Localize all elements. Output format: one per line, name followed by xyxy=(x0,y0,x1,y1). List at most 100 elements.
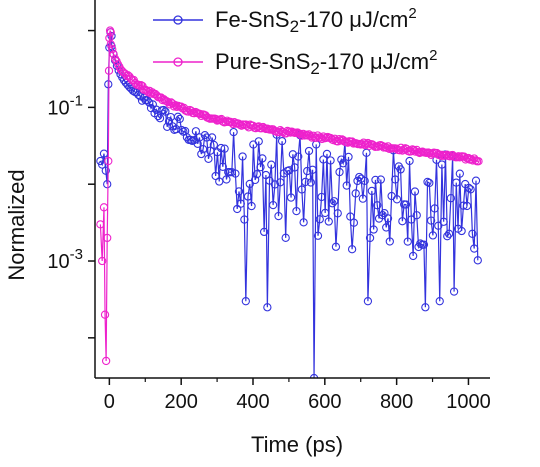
series-0-point xyxy=(236,199,245,208)
series-0-point xyxy=(286,193,296,202)
series-0-point xyxy=(171,125,181,134)
x-tick-label: 800 xyxy=(380,391,413,413)
series-0-point xyxy=(107,31,116,41)
series-0-point xyxy=(333,209,342,218)
series-1-point xyxy=(141,85,150,94)
series-1-point xyxy=(99,203,109,212)
series-0-point xyxy=(313,231,323,240)
series-1-point xyxy=(454,152,463,161)
x-tick-label: 200 xyxy=(164,391,197,413)
series-0-point xyxy=(267,160,276,169)
series-1-point xyxy=(322,133,331,142)
series-0-point xyxy=(326,156,335,165)
series-0-point xyxy=(297,185,306,194)
series-0-point xyxy=(452,178,461,187)
series-1-point xyxy=(146,89,156,98)
series-0-point xyxy=(347,245,357,254)
series-0-point xyxy=(240,215,249,224)
x-tick-label: 400 xyxy=(236,391,269,413)
series-0-point xyxy=(322,149,332,159)
series-0-point xyxy=(430,204,439,213)
series-0-point xyxy=(344,152,353,162)
series-0-point xyxy=(328,199,337,208)
series-0 xyxy=(96,28,482,378)
series-0-point xyxy=(163,122,172,131)
y-tick-exp: -1 xyxy=(70,92,83,109)
series-1-point xyxy=(136,80,146,90)
series-0-point xyxy=(468,229,477,238)
series-1-point xyxy=(109,50,118,59)
series-0-point xyxy=(363,297,373,306)
series-0-point xyxy=(294,152,303,161)
series-0-point xyxy=(207,133,217,142)
series-0-point xyxy=(227,167,236,177)
series-0-line xyxy=(99,32,479,378)
y-tick-label: 10-3 xyxy=(47,246,83,273)
series-0-point xyxy=(265,176,274,185)
series-0-point xyxy=(401,200,411,209)
x-tick-label: 1000 xyxy=(446,391,491,413)
series-0-point xyxy=(175,114,184,124)
series-0-point xyxy=(396,165,405,174)
series-1-point xyxy=(189,109,199,118)
series-0-point xyxy=(470,244,479,253)
legend-pure-text-a: Pure-SnS xyxy=(215,49,310,74)
series-0-point xyxy=(136,92,145,101)
series-0-point xyxy=(459,201,468,210)
series-0-point xyxy=(247,201,256,211)
series-0-point xyxy=(403,237,412,246)
series-0-point xyxy=(197,149,206,159)
series-0-point xyxy=(462,201,472,211)
series-0-point xyxy=(383,214,393,223)
series-1 xyxy=(96,26,483,366)
legend-fe-sub: 2 xyxy=(290,17,299,36)
series-0-point xyxy=(371,175,380,185)
series-0-point xyxy=(405,156,414,166)
series-0-point xyxy=(321,208,330,218)
series-0-point xyxy=(373,201,382,210)
series-1-point xyxy=(470,154,479,163)
legend-fe-text-b: -170 μJ/cm xyxy=(299,7,408,32)
series-0-point xyxy=(412,211,421,220)
legend-pure-sup: 2 xyxy=(429,47,437,64)
series-0-point xyxy=(317,192,326,202)
series-1-point xyxy=(133,80,143,89)
series-0-point xyxy=(277,136,287,146)
series-0-point xyxy=(426,216,436,225)
series-0-point xyxy=(419,240,429,249)
series-0-point xyxy=(398,217,407,226)
legend-label-fe: Fe-SnS2-170 μJ/cm2 xyxy=(215,5,417,36)
y-tick-exp: -3 xyxy=(70,246,83,263)
series-0-point xyxy=(166,112,175,122)
series-0-point xyxy=(365,233,375,243)
series-0-point xyxy=(473,256,482,265)
series-0-point xyxy=(428,231,438,240)
series-1-point xyxy=(104,66,114,75)
series-0-point xyxy=(439,217,448,226)
series-0-point xyxy=(360,176,369,185)
series-0-point xyxy=(276,178,285,187)
series-0-point xyxy=(457,226,466,236)
series-0-point xyxy=(238,152,247,161)
x-tick-label: 600 xyxy=(308,391,341,413)
series-0-point xyxy=(268,200,278,210)
series-0-point xyxy=(101,166,110,175)
series-0-point xyxy=(270,180,280,189)
series-1-point xyxy=(303,131,312,140)
y-axis-title: Normalized xyxy=(4,169,29,280)
series-0-point xyxy=(186,135,195,145)
series-0-point xyxy=(446,194,456,203)
series-0-point xyxy=(385,237,394,246)
series-0-point xyxy=(315,215,324,224)
series-0-point xyxy=(331,242,341,251)
series-0-point xyxy=(464,183,473,193)
series-0-point xyxy=(299,218,308,227)
series-0-point xyxy=(290,163,299,172)
series-0-point xyxy=(216,143,226,153)
x-axis-title: Time (ps) xyxy=(251,432,343,457)
series-0-point xyxy=(256,162,265,172)
series-0-point xyxy=(99,149,109,158)
series-1-point xyxy=(108,45,117,54)
series-1-point xyxy=(104,156,113,166)
series-0-point xyxy=(410,187,420,196)
